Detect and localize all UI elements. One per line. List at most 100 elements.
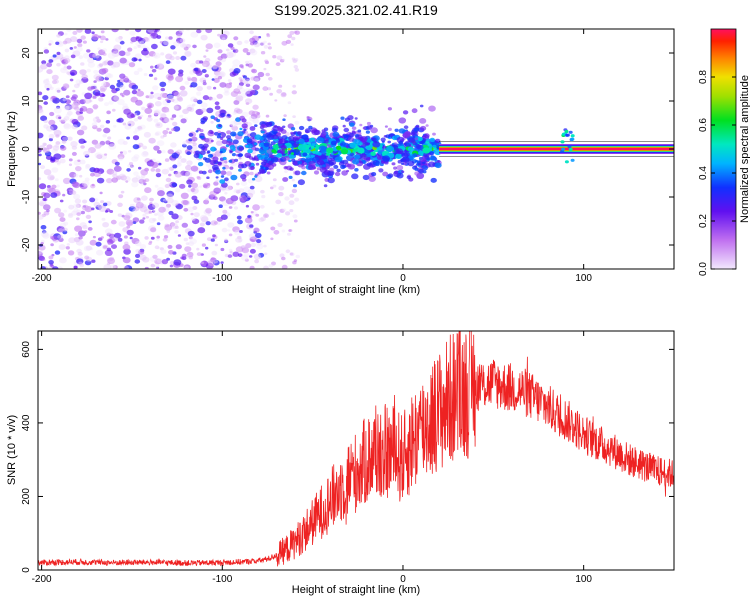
spectrogram-cell [244, 79, 251, 85]
spectrogram-cell [237, 131, 244, 137]
spectrogram-cell [216, 135, 221, 139]
spectrogram-cell [71, 145, 78, 150]
spectrogram-cell [168, 210, 174, 216]
spectrogram-cell [123, 108, 131, 115]
spectrogram-cell [193, 199, 200, 204]
spectrogram-cell [111, 244, 117, 250]
spectrogram-cell [411, 108, 418, 114]
spectrogram-cell [76, 46, 83, 52]
spectrogram-cell [239, 64, 244, 68]
spectrogram-cell [162, 237, 168, 242]
spectrogram-cell [179, 183, 186, 189]
spectrogram-cell [238, 168, 242, 172]
spectrogram-cell [291, 90, 297, 95]
spectrogram-cell [142, 256, 150, 263]
spectrogram-cell [207, 169, 213, 174]
spectrogram-cell [134, 113, 138, 116]
spectrogram-cell [102, 61, 108, 66]
spectrogram-cell [284, 140, 289, 144]
spectrogram-cell [79, 222, 87, 228]
spectrogram-cell [332, 131, 340, 138]
spectrogram-cell [87, 227, 93, 231]
spectrogram-cell [216, 217, 223, 222]
spectrogram-cell [138, 166, 142, 170]
spectrogram-cell [391, 162, 396, 166]
spectrogram-cell [207, 213, 212, 217]
spectrogram-cell [185, 164, 192, 171]
snr-y-tick-label: 0 [21, 567, 32, 573]
spectrogram-cell [60, 67, 68, 74]
spectrogram-cell [56, 225, 65, 233]
spectrogram-cell [259, 41, 265, 47]
spectrogram-cell [232, 111, 237, 116]
spectrogram-cell [91, 31, 95, 35]
spectrogram-cell [38, 211, 41, 215]
spectrogram-cell [80, 145, 85, 149]
spectrogram-cell [166, 109, 170, 113]
spectrogram-cell [293, 219, 298, 223]
spectrogram-cell [377, 150, 383, 155]
spectrogram-cell [173, 105, 179, 110]
spectrogram-cell [414, 137, 419, 140]
spectrogram-cell [175, 244, 182, 250]
spectrogram-cell [181, 222, 188, 228]
spectrogram-cell [110, 219, 117, 225]
spectrogram-cell [70, 96, 77, 101]
spectrogram-cell [246, 138, 253, 143]
spectrogram-cell [59, 222, 66, 228]
spectrogram-cell [154, 213, 158, 216]
spectrogram-cell [112, 173, 118, 178]
spectrogram-cell [65, 95, 70, 99]
spectrogram-cell [86, 49, 91, 53]
snr-x-axis-label: Height of straight line (km) [292, 584, 420, 596]
spectrogram-cell [324, 139, 329, 144]
spectrogram-cell [263, 159, 268, 164]
spectrogram-cell [117, 138, 126, 145]
spectrogram-cell [83, 150, 90, 157]
spectrogram-cell [228, 68, 234, 73]
spectrogram-cell [82, 52, 91, 59]
spectrogram-cell [247, 148, 253, 154]
spectrogram-cell [201, 69, 207, 73]
spectrogram-cell [166, 190, 175, 197]
spectrogram-cell [120, 175, 127, 181]
spectrogram-cell [255, 162, 260, 166]
spectrogram-cell [73, 265, 78, 269]
spectrogram-cell [250, 76, 256, 81]
spectrogram-cell [63, 116, 70, 121]
spectrogram-cell [423, 152, 430, 158]
spectrogram-cell [76, 212, 81, 216]
spectrogram-cell [433, 147, 437, 150]
spectrogram-cell [234, 229, 241, 236]
spectrogram-cell [41, 230, 47, 234]
spectrogram-cell [58, 266, 63, 269]
spectrogram-cell [235, 189, 241, 194]
spectrogram-cell [246, 143, 253, 149]
spectrogram-cell [567, 145, 572, 149]
spectrogram-cell [143, 131, 151, 138]
spectrogram-cell [123, 248, 131, 255]
spectrogram-cell [232, 59, 241, 66]
spectrogram-cell [225, 166, 230, 170]
spectrogram-cell [294, 138, 299, 142]
spectrogram-cell [211, 97, 217, 102]
spectrogram-cell [76, 38, 83, 44]
spectrogram-cell [197, 227, 206, 234]
spectrogram-cell [139, 114, 144, 118]
spectrogram-cell [351, 126, 357, 130]
spectrogram-cell [252, 84, 260, 91]
spectrogram-cell [137, 126, 143, 131]
spectrogram-cell [360, 136, 368, 142]
spectrogram-cell [43, 192, 51, 199]
spectrogram-cell [257, 71, 265, 78]
spectrogram-cell [182, 204, 186, 208]
colorbar-tick-label: 0.0 [698, 262, 709, 276]
spectrogram-cell [128, 62, 136, 68]
spectrogram-cell [70, 103, 79, 110]
spectrogram-cell [254, 175, 258, 178]
spectrogram-cell [42, 147, 50, 154]
spectrogram-cell [393, 166, 398, 170]
spectrogram-cell [134, 240, 142, 247]
spectrogram-cell [71, 151, 77, 156]
spectrogram-cell [140, 169, 148, 176]
